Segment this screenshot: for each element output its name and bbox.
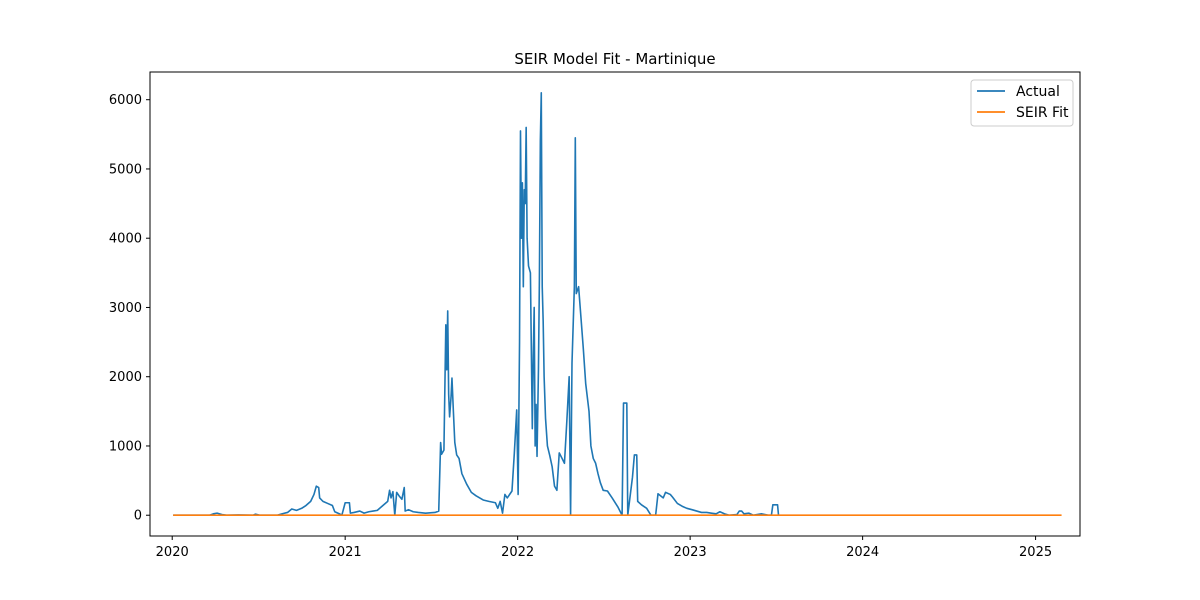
x-tick-label: 2023 (674, 545, 707, 560)
plot-area (149, 71, 1081, 537)
y-tick-label: 4000 (109, 232, 142, 247)
legend: Actual SEIR Fit (970, 79, 1074, 127)
y-tick-label: 5000 (109, 162, 142, 177)
x-tick-label: 2024 (846, 545, 879, 560)
chart-title: SEIR Model Fit - Martinique (514, 50, 715, 68)
y-tick-label: 6000 (109, 93, 142, 108)
legend-label: SEIR Fit (1016, 105, 1069, 121)
x-axis: 2020 2021 2022 2023 2024 2025 (156, 536, 1052, 560)
legend-label: Actual (1016, 84, 1060, 100)
series-layer (173, 91, 1062, 517)
x-tick-label: 2021 (329, 545, 362, 560)
x-tick-label: 2020 (156, 545, 189, 560)
y-axis: 0 1000 2000 3000 4000 5000 6000 (109, 93, 150, 524)
y-tick-label: 2000 (109, 370, 142, 385)
x-tick-label: 2022 (501, 545, 534, 560)
y-tick-label: 3000 (109, 301, 142, 316)
series-line-actual (173, 91, 780, 517)
x-tick-label: 2025 (1019, 545, 1052, 560)
plot-frame (149, 71, 1081, 537)
y-tick-label: 0 (134, 509, 142, 524)
y-tick-label: 1000 (109, 439, 142, 454)
